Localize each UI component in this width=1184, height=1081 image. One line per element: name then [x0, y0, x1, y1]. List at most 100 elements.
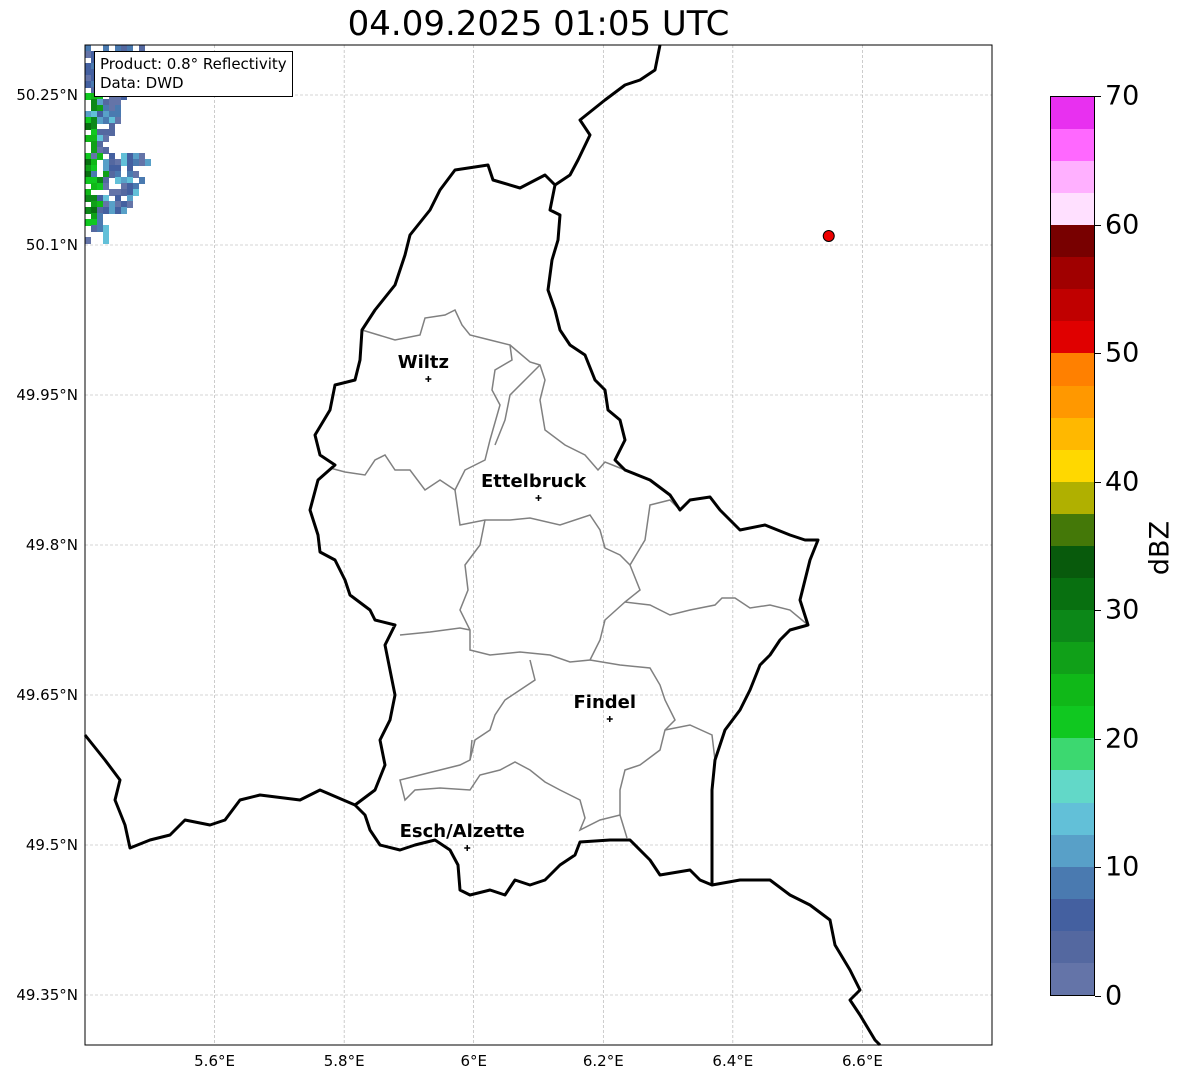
radar-echo-cell [115, 171, 121, 178]
germany-france-border [711, 878, 882, 1047]
colorbar-tick [1095, 610, 1101, 612]
colorbar-bin [1051, 96, 1094, 129]
radar-echo-cell [91, 171, 97, 178]
radar-echo-cell [91, 135, 97, 142]
radar-echo-cell [115, 201, 121, 208]
radar-echo-cell [127, 153, 133, 160]
colorbar-bin [1051, 193, 1094, 226]
radar-echo-cell [121, 153, 127, 160]
radar-echo-cell [115, 177, 121, 184]
city-marker-icon [464, 845, 471, 851]
radar-echo-cell [103, 129, 109, 136]
radar-site-marker [822, 230, 835, 242]
radar-echo-cell [115, 165, 121, 172]
colorbar-tick-label: 50 [1105, 337, 1140, 369]
colorbar-bin [1051, 577, 1094, 611]
radar-echo-cell [103, 147, 109, 154]
y-tick-label: 49.65°N [16, 686, 78, 704]
radar-echo-cell [121, 201, 127, 208]
radar-echo-cell [127, 177, 133, 184]
colorbar-tick [1095, 224, 1101, 226]
colorbar-bin [1051, 321, 1094, 354]
radar-echo-cell [85, 51, 91, 58]
city-label: Ettelbruck [480, 471, 587, 492]
radar-echo-cell [85, 171, 91, 178]
radar-echo-cell [97, 201, 103, 208]
city-marker-icon [425, 376, 432, 382]
radar-echo-cell [133, 183, 139, 190]
radar-echo-cell [97, 105, 103, 112]
radar-echo-cell [115, 117, 121, 124]
radar-echo-cell [115, 111, 121, 118]
radar-echo-cell [103, 99, 109, 106]
radar-echo-cell [91, 225, 97, 232]
radar-echo-cell [85, 195, 91, 202]
city-label: Findel [573, 692, 637, 713]
radar-echo-cell [127, 159, 133, 166]
radar-echo-cell [103, 231, 109, 238]
colorbar-tick-label: 30 [1105, 594, 1140, 626]
x-tick-label: 6°E [460, 1052, 487, 1070]
colorbar-bin [1051, 866, 1094, 899]
radar-echo-cell [109, 129, 115, 136]
gridlines [85, 45, 992, 1045]
colorbar-bin [1051, 385, 1094, 418]
radar-echo-cell [97, 195, 103, 202]
radar-echo-cell [103, 171, 109, 178]
radar-echo-cell [85, 63, 91, 70]
radar-echo-cell [127, 171, 133, 178]
colorbar-bin [1051, 770, 1094, 803]
colorbar-tick-label: 0 [1105, 980, 1123, 1012]
colorbar-unit-label: dBZ [1144, 520, 1176, 576]
radar-echo-cell [103, 177, 109, 184]
radar-echo-cell [109, 189, 115, 196]
colorbar-bin [1051, 353, 1094, 386]
colorbar-bin [1051, 930, 1094, 963]
radar-echo-cell [109, 159, 115, 166]
radar-echo-cell [91, 129, 97, 136]
radar-echo-cell [115, 207, 121, 214]
radar-echo-cell [85, 111, 91, 118]
colorbar-bin [1051, 898, 1094, 931]
radar-echo-cell [97, 183, 103, 190]
radar-echo-cell [91, 111, 97, 118]
radar-echo-cell [127, 45, 133, 52]
colorbar-bin [1051, 417, 1094, 450]
colorbar-bin [1051, 449, 1094, 482]
radar-echo-cell [139, 45, 145, 52]
radar-echo-cell [115, 99, 121, 106]
radar-echo-cell [109, 99, 115, 106]
colorbar-bin [1051, 706, 1094, 739]
colorbar-bin [1051, 545, 1094, 578]
colorbar-tick [1095, 867, 1101, 869]
radar-echo-cell [91, 117, 97, 124]
x-tick-label: 6.4°E [712, 1052, 754, 1070]
radar-echo-cell [91, 195, 97, 202]
colorbar [1050, 96, 1095, 996]
map-title: 04.09.2025 01:05 UTC [347, 4, 730, 44]
radar-echo-cell [109, 171, 115, 178]
radar-echo-cell [85, 177, 91, 184]
radar-echo-cell [103, 237, 109, 244]
radar-echo-cell [133, 189, 139, 196]
radar-echo-cell [127, 195, 133, 202]
city-marker-icon [535, 495, 542, 501]
radar-echo-cell [91, 147, 97, 154]
radar-echo-cell [85, 75, 91, 82]
colorbar-bin [1051, 128, 1094, 161]
radar-echo-cell [91, 177, 97, 184]
radar-echo-cell [115, 45, 121, 52]
x-tick-label: 6.6°E [842, 1052, 883, 1070]
radar-echo-cell [103, 105, 109, 112]
colorbar-bin [1051, 225, 1094, 258]
radar-echo-cell [121, 159, 127, 166]
radar-echo-cell [85, 165, 91, 172]
radar-echo-cell [91, 201, 97, 208]
radar-echo-cell [97, 117, 103, 124]
radar-echo-cell [115, 105, 121, 112]
radar-echo-cell [97, 141, 103, 148]
radar-echo-cell [139, 159, 145, 166]
radar-echo-cell [91, 213, 97, 220]
colorbar-tick-label: 20 [1105, 723, 1140, 755]
